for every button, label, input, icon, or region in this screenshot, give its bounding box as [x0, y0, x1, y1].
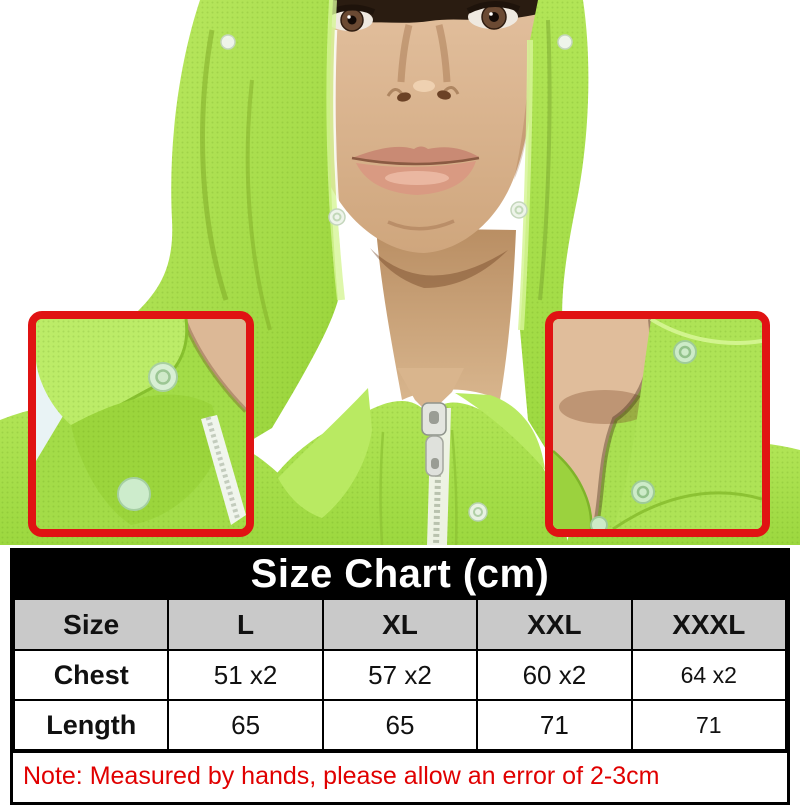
- jacket-hood-right: [518, 0, 589, 472]
- chest-value-xl: 57 x2: [321, 649, 479, 701]
- left-collar-lapel: [278, 388, 372, 518]
- chin-neck-skin: [553, 319, 653, 529]
- right-inset-illustration: [553, 319, 762, 529]
- mannequin-nose: [386, 24, 460, 102]
- left-detail-inset: [28, 311, 254, 537]
- snap-button-icon: [557, 34, 573, 50]
- mannequin-lips: [351, 146, 480, 231]
- snap-socket-icon: [673, 340, 697, 364]
- snap-button-icon: [510, 201, 528, 219]
- col-header-xxl: XXL: [476, 598, 633, 651]
- col-header-l: L: [167, 598, 324, 651]
- length-value-xxl: 71: [476, 699, 633, 751]
- chest-row-label: Chest: [12, 649, 170, 701]
- mannequin-neck: [370, 228, 516, 414]
- length-row-label: Length: [12, 699, 170, 751]
- chest-value-xxxl: 64 x2: [630, 649, 788, 701]
- snap-socket-icon: [631, 480, 655, 504]
- length-value-xxxl: 71: [630, 699, 788, 751]
- product-photo: [0, 0, 800, 545]
- length-value-l: 65: [167, 699, 324, 751]
- left-inset-illustration: [36, 319, 246, 529]
- snap-socket-icon: [590, 516, 608, 529]
- snap-button-icon: [220, 34, 236, 50]
- chest-value-l: 51 x2: [167, 649, 324, 701]
- zipper: [421, 402, 451, 545]
- jacket-chest: [240, 388, 568, 545]
- fabric-flap: [553, 451, 592, 529]
- measurement-note: Note: Measured by hands, please allow an…: [13, 751, 787, 802]
- size-chart: Size Chart (cm) Size L XL XXL XXXL Chest…: [10, 548, 790, 805]
- snap-stud-icon: [117, 477, 151, 511]
- snap-socket-icon: [148, 362, 178, 392]
- length-row: Length 65 65 71 71: [12, 699, 788, 751]
- chest-value-xxl: 60 x2: [476, 649, 633, 701]
- zipper-pull-tab: [425, 435, 444, 477]
- hood-piping: [333, 29, 345, 263]
- snap-button-icon: [328, 208, 346, 226]
- length-value-xl: 65: [321, 699, 479, 751]
- col-header-xl: XL: [321, 598, 479, 651]
- size-chart-title: Size Chart (cm): [13, 551, 787, 598]
- skin-patch: [184, 319, 246, 411]
- col-header-size: Size: [12, 598, 170, 651]
- snap-buttons: [220, 34, 573, 522]
- mannequin-eyes: [325, 1, 521, 32]
- size-chart-header-row: Size L XL XXL XXXL: [12, 598, 788, 651]
- chest-row: Chest 51 x2 57 x2 60 x2 64 x2: [12, 649, 788, 701]
- right-collar-roll: [455, 393, 545, 470]
- snap-button-icon: [468, 502, 488, 522]
- size-chart-table: Size L XL XXL XXXL Chest 51 x2 57 x2 60 …: [12, 598, 788, 751]
- col-header-xxxl: XXXL: [630, 598, 788, 651]
- right-detail-inset: [545, 311, 770, 537]
